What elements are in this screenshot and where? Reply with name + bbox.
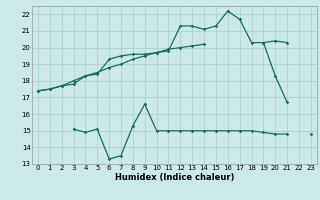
X-axis label: Humidex (Indice chaleur): Humidex (Indice chaleur) [115,173,234,182]
